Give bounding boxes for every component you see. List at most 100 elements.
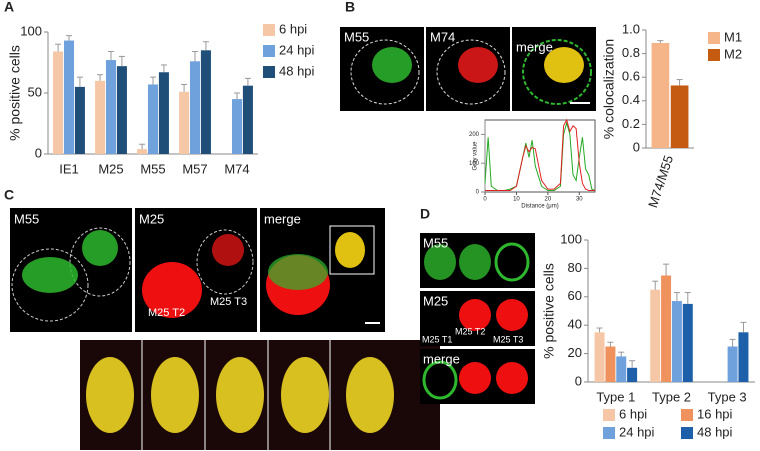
bar [105,60,117,155]
bar [671,301,682,382]
bar [189,61,201,154]
error-bar [108,51,114,61]
x-tick-label: Type 3 [708,389,747,404]
bar [53,51,64,154]
bar [95,80,106,154]
error-bar [629,360,636,368]
image-label: M25 T1 [422,334,452,344]
error-bar [684,292,691,304]
bar [605,346,616,382]
y-axis-label: % positive cells [541,263,557,359]
y-tick-label: 1.0 [622,21,640,36]
panel-letter: D [420,206,430,222]
error-bar [663,263,670,276]
y-tick-label: 100 [560,231,582,246]
y-tick-label: 0.6 [622,69,640,84]
bar [650,289,661,382]
panel-letter: A [4,0,14,15]
error-bar [97,74,104,81]
micrographs-c: M55 M25 merge M25 T2 M25 T3 [10,208,440,450]
y-tick-label: 0 [35,145,42,160]
image-label: merge [516,39,553,54]
y-tick-label: 20 [568,345,582,360]
image-label: merge [264,211,301,226]
y-axis-label: % positive cells [7,45,23,141]
bar [616,356,627,382]
y-tick-label: 40 [568,317,582,332]
error-bar [729,338,736,347]
legend-label: 48 hpi [697,424,733,439]
y-axis-label: Gray value [473,141,479,171]
x-tick-label: 0 [483,197,487,203]
x-tick-label: 30 [576,197,583,203]
y-tick-label: 0.4 [622,92,640,107]
micrographs-d: M55 M25 merge M25 T1 M25 T2 M25 T3 [420,233,535,404]
image-label: M25 T3 [210,296,247,308]
micrographs-b: M55 M74 merge [340,27,596,111]
bar [147,84,159,154]
error-bar [234,92,240,100]
error-bar [202,41,209,51]
error-bar [618,351,625,357]
legend-label: 48 hpi [279,63,315,78]
y-tick-label: 80 [568,260,582,275]
error-bar [66,35,72,41]
y-tick-label: 60 [568,288,582,303]
bar [137,149,148,154]
legend-label: 6 hpi [619,406,647,421]
x-tick-label: IE1 [59,161,79,176]
bar [738,332,749,382]
error-bar [676,79,683,86]
image-label: M74 [430,29,455,44]
x-tick-label: Type 2 [652,389,691,404]
line [485,118,595,192]
y-tick-label: 0 [633,139,640,154]
image-label: merge [423,351,460,366]
error-bar [181,83,188,92]
legend-label: M2 [724,46,742,61]
y-axis-label: % colocalization [601,39,617,139]
y-tick-label: 200 [469,132,480,138]
image-label: M25 T2 [455,326,485,336]
y-tick-label: 0.2 [622,116,640,131]
bar [682,303,693,382]
image-label: M55 [344,29,369,44]
error-bar [118,55,125,67]
y-tick-label: 0.8 [622,45,640,60]
legend-label: 24 hpi [619,424,655,439]
error-bar [192,51,198,62]
legend-label: 6 hpi [279,21,307,36]
x-tick-label: 20 [545,197,552,203]
legend-swatch [708,49,720,61]
image-label: M25 T2 [148,307,185,319]
x-axis-label: Distance (μm) [521,204,558,210]
bar [231,99,243,154]
legend-label: 16 hpi [697,406,733,421]
y-tick-label: 0 [476,190,480,196]
bar [651,42,670,149]
x-tick-label: M55 [140,161,165,176]
legend-label: M1 [724,29,742,44]
bar [594,332,605,382]
y-tick-label: 0 [575,373,582,388]
bar [200,50,211,154]
error-bar [607,341,614,347]
bar [158,72,169,154]
error-bar [76,76,83,87]
error-bar [657,40,664,43]
image-label: M55 [423,235,448,250]
bar [179,91,190,154]
bar [74,86,85,154]
legend-swatch [263,66,275,78]
error-bar [55,43,62,52]
legend-swatch [263,24,275,36]
error-bar [652,280,659,290]
bar [116,66,127,154]
legend-label: 24 hpi [279,42,315,57]
error-bar [740,321,747,333]
bar [63,40,75,154]
x-tick-label: M25 [98,161,123,176]
legend-swatch [708,32,720,44]
x-tick-label: 10 [513,197,520,203]
y-tick-label: 100 [469,161,480,167]
